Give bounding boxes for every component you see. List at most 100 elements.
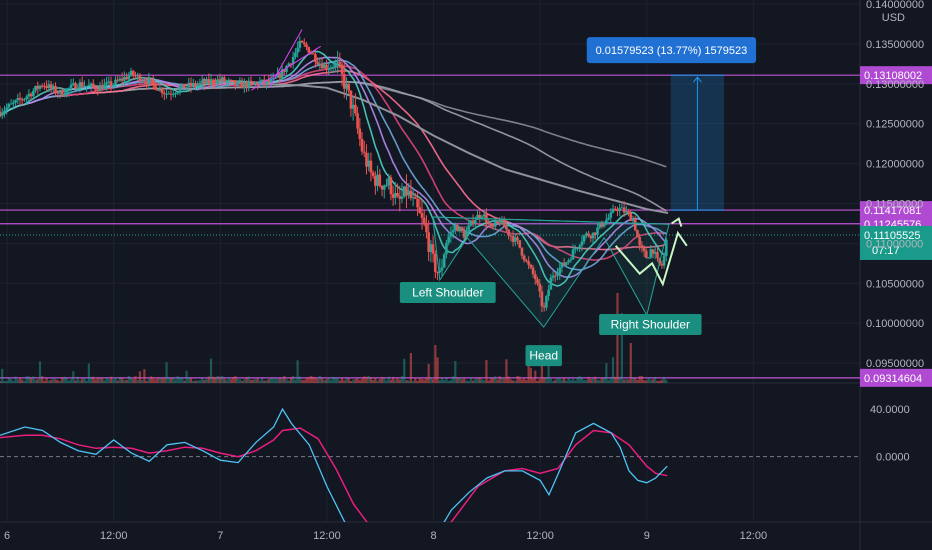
candle-body [229, 79, 233, 81]
volume-bar [45, 378, 48, 383]
volume-bar [356, 378, 359, 383]
candle-body [105, 82, 108, 85]
candle-body [469, 220, 473, 226]
candle-body [611, 208, 615, 213]
candle-body [416, 198, 419, 208]
candle-body [533, 274, 537, 280]
candle-body [67, 88, 71, 90]
candle-body [482, 214, 486, 217]
candle-body [218, 79, 222, 81]
candle-body [600, 223, 604, 227]
time-tick-label: 12:00 [740, 530, 768, 542]
candle-body [243, 82, 246, 89]
volume-bar [296, 360, 299, 383]
volume-bar [589, 378, 592, 383]
candle-body [489, 223, 493, 226]
candle-body [314, 54, 317, 63]
volume-bar [538, 379, 541, 383]
candle-body [118, 78, 122, 81]
volume-bar [27, 376, 30, 383]
volume-bar [165, 362, 168, 383]
volume-bar [574, 380, 577, 383]
volume-bar [516, 376, 519, 383]
volume-bar [556, 377, 559, 383]
price-tick-label: 0.11500000 [866, 198, 923, 210]
volume-bar [245, 377, 248, 383]
volume-bar [616, 293, 619, 383]
candle-body [380, 185, 384, 190]
candle-body [427, 232, 430, 252]
candle-body [620, 207, 624, 209]
candle-body [562, 262, 566, 265]
candle-body [20, 99, 24, 101]
pattern-label-box [525, 345, 562, 367]
candle-body [454, 225, 457, 231]
volume-bar [372, 379, 375, 383]
volume-bar [76, 376, 79, 383]
candle-body [236, 82, 239, 86]
candle-body [251, 82, 255, 84]
volume-bar [269, 378, 273, 383]
volume-bar [307, 377, 310, 383]
volume-bar [647, 377, 650, 383]
volume-bar [618, 376, 621, 383]
candle-body [231, 80, 235, 82]
volume-bar [258, 380, 261, 383]
candle-body [123, 76, 126, 81]
volume-bar [223, 378, 226, 383]
candle-body [320, 63, 324, 69]
candle-body [316, 62, 319, 65]
candle-body [405, 186, 408, 196]
volume-bar [143, 369, 146, 383]
volume-bar [585, 379, 588, 383]
volume-bar [38, 361, 42, 383]
volume-bar [576, 377, 579, 383]
candle-body [596, 227, 599, 236]
candle-body [351, 104, 355, 109]
volume-bar [600, 377, 604, 383]
price-tick-label: 0.13500000 [866, 39, 924, 51]
candle-body [465, 231, 468, 238]
volume-bar [283, 376, 286, 383]
candle-body [32, 90, 35, 97]
volume-bar [460, 379, 464, 383]
candle-body [613, 208, 617, 210]
price-tick-label: 0.14000000 [866, 0, 924, 11]
volume-bar [52, 377, 55, 383]
candle-body [40, 85, 44, 87]
pattern-label: Left Shoulder [412, 286, 483, 300]
candle-body [52, 86, 55, 89]
candle-body [247, 80, 251, 88]
volume-bar [21, 379, 24, 383]
current-price-tag [860, 225, 932, 260]
volume-bar [0, 380, 2, 383]
volume-bar [480, 379, 484, 383]
candle-body [198, 82, 202, 85]
volume-bar [467, 380, 470, 383]
time-tick-label: 12:00 [100, 530, 128, 542]
volume-bar [358, 380, 361, 383]
volume-bar [451, 376, 455, 383]
volume-bar [329, 379, 333, 383]
volume-bar [620, 313, 624, 383]
candle-body [125, 76, 128, 80]
volume-bar [221, 376, 224, 383]
volume-bar [396, 377, 399, 383]
volume-bar [14, 376, 17, 383]
volume-bar [294, 379, 297, 383]
candle-body [143, 81, 146, 83]
volume-bar [649, 379, 652, 383]
candle-body [651, 249, 655, 254]
candle-body [96, 89, 100, 91]
candle-body [642, 247, 646, 252]
volume-bar [229, 379, 233, 383]
price-range-measure[interactable]: 0.01579523 (13.77%) 1579523 [586, 37, 757, 211]
time-tick-label: 7 [217, 530, 223, 542]
volume-bar [598, 379, 601, 383]
candle-body [294, 52, 297, 57]
candle-body [531, 267, 535, 275]
candle-body [518, 240, 522, 248]
volume-bar [380, 377, 384, 383]
volume-bar [67, 380, 70, 383]
